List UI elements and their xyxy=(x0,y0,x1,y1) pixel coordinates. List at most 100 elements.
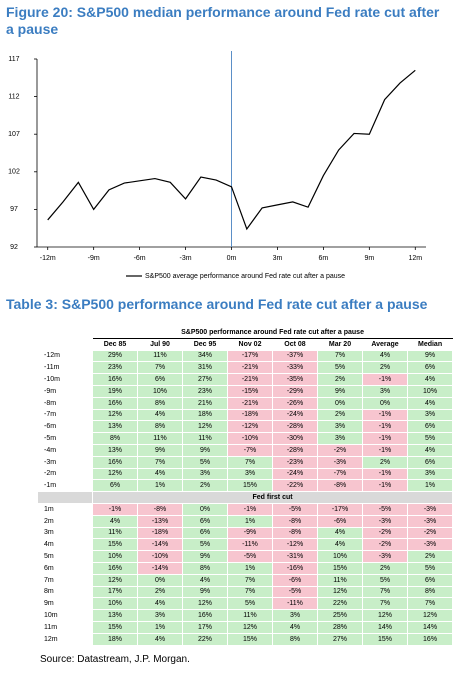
table-cell: -30% xyxy=(272,432,318,445)
table-cell: -3% xyxy=(317,455,363,469)
table-cell: 16% xyxy=(182,609,228,622)
table-cell: -2% xyxy=(362,526,408,540)
y-tick-label: 92 xyxy=(10,244,18,251)
table-row: 2m 4% -13% 6% 1% -8% -6% -3% -3% xyxy=(37,514,454,528)
table-cell: 2% xyxy=(317,408,363,422)
table-cell: 15% xyxy=(227,632,273,646)
chart-title: Figure 20: S&P500 median performance aro… xyxy=(6,4,440,37)
table-cell: -18% xyxy=(137,526,183,540)
table-cell: 1% xyxy=(227,561,273,575)
y-tick-label: 97 xyxy=(10,206,18,213)
table-cell: -2% xyxy=(362,538,408,552)
table-row: -6m 13% 8% 12% -12% -28% 3% -1% 6% xyxy=(37,420,454,434)
table-cell: 9% xyxy=(182,550,228,563)
blank-cell xyxy=(37,491,93,504)
table-cell: 16% xyxy=(92,455,138,469)
table-cell: -2% xyxy=(406,526,454,540)
separator-row: Fed first cut xyxy=(37,491,454,504)
table-cell: 17% xyxy=(182,620,228,634)
table-cell: 1% xyxy=(137,479,183,493)
table-cell: -5% xyxy=(272,585,318,599)
table-row: -5m 8% 11% 11% -10% -30% 3% -1% 5% xyxy=(37,432,454,445)
table-cell: 6% xyxy=(182,526,228,540)
table-cell: 23% xyxy=(182,384,228,398)
row-label: 12m xyxy=(37,632,93,646)
table-cell: 12% xyxy=(317,585,363,599)
table-row: 3m 11% -18% 6% -9% -8% 4% -2% -2% xyxy=(37,526,454,540)
table-cell: 12% xyxy=(92,467,138,481)
table-cell: -2% xyxy=(317,443,363,457)
row-label: 5m xyxy=(37,550,93,563)
table-row: -12m 29% 11% 34% -17% -37% 7% 4% 9% xyxy=(37,349,454,363)
x-tick-label: 6m xyxy=(319,255,329,262)
table-cell: 4% xyxy=(362,349,408,363)
table-cell: 2% xyxy=(137,585,183,599)
row-label: -7m xyxy=(37,408,93,422)
table-cell: 15% xyxy=(227,479,273,493)
table-cell: 8% xyxy=(137,420,183,434)
table-row: 6m 16% -14% 8% 1% -16% 15% 2% 5% xyxy=(37,561,454,575)
table-row: -1m 6% 1% 2% 15% -22% -8% -1% 1% xyxy=(37,479,454,493)
row-label: 10m xyxy=(37,609,93,622)
x-tick-label: 0m xyxy=(227,255,237,262)
column-header: Nov 02 xyxy=(227,337,273,351)
row-label: 4m xyxy=(37,538,93,552)
table-cell: 10% xyxy=(406,384,454,398)
table-cell: -8% xyxy=(272,514,318,528)
table-cell: -3% xyxy=(362,550,408,563)
chart: 92 97 102 107 112 117 -12m -9m -6m -3m 0m 3m 6m 9m 12m… xyxy=(8,51,426,280)
table-cell: 7% xyxy=(317,349,363,363)
table-row: 8m 17% 2% 9% 7% -5% 12% 7% 8% xyxy=(37,585,454,599)
table-cell: 4% xyxy=(317,538,363,552)
table-cell: -28% xyxy=(272,420,318,434)
table-cell: 1% xyxy=(406,479,454,493)
table-cell: 14% xyxy=(362,620,408,634)
table-cell: -1% xyxy=(362,479,408,493)
table-cell: 8% xyxy=(182,561,228,575)
table-cell: 6% xyxy=(406,361,454,375)
table-row: 1m -1% -8% 0% -1% -5% -17% -5% -3% xyxy=(37,502,454,516)
table-cell: 7% xyxy=(362,597,408,611)
table-cell: -6% xyxy=(317,514,363,528)
table-row: -11m 23% 7% 31% -21% -33% 5% 2% 6% xyxy=(37,361,454,375)
table-cell: 9% xyxy=(182,443,228,457)
column-header: Average xyxy=(362,337,408,351)
table-cell: 3% xyxy=(182,467,228,481)
table-cell: -16% xyxy=(272,561,318,575)
y-tick-label: 112 xyxy=(8,93,19,100)
table-cell: -3% xyxy=(362,514,408,528)
table-cell: 11% xyxy=(182,432,228,445)
table-cell: 4% xyxy=(272,620,318,634)
table-cell: 9% xyxy=(137,443,183,457)
table-cell: 13% xyxy=(92,443,138,457)
table-cell: 3% xyxy=(137,609,183,622)
table-cell: -1% xyxy=(362,420,408,434)
table-cell: 11% xyxy=(317,573,363,587)
table-cell: 14% xyxy=(406,620,454,634)
row-label: -8m xyxy=(37,396,93,410)
table-cell: 2% xyxy=(406,550,454,563)
table-cell: 4% xyxy=(406,373,454,386)
table-cell: 5% xyxy=(362,573,408,587)
table-row: -9m 19% 10% 23% -15% -29% 9% 3% 10% xyxy=(37,384,454,398)
table-cell: -3% xyxy=(406,514,454,528)
table-cell: 16% xyxy=(92,561,138,575)
table-cell: -13% xyxy=(137,514,183,528)
table-cell: 11% xyxy=(137,349,183,363)
table-row: 12m 18% 4% 22% 15% 8% 27% 15% 16% xyxy=(37,632,454,646)
table-cell: -37% xyxy=(272,349,318,363)
table-row: -7m 12% 4% 18% -18% -24% 2% -1% 3% xyxy=(37,408,454,422)
table-cell: 7% xyxy=(227,455,273,469)
table-cell: 4% xyxy=(137,408,183,422)
table-cell: 3% xyxy=(227,467,273,481)
table-cell: 29% xyxy=(92,349,138,363)
table-row: 9m 10% 4% 12% 5% -11% 22% 7% 7% xyxy=(37,597,454,611)
table-cell: -17% xyxy=(317,502,363,516)
table-cell: 21% xyxy=(182,396,228,410)
table-cell: 3% xyxy=(406,467,454,481)
table-cell: 4% xyxy=(137,467,183,481)
table-cell: 19% xyxy=(92,384,138,398)
table-cell: -21% xyxy=(227,373,273,386)
table-cell: 18% xyxy=(182,408,228,422)
table-cell: 4% xyxy=(182,573,228,587)
